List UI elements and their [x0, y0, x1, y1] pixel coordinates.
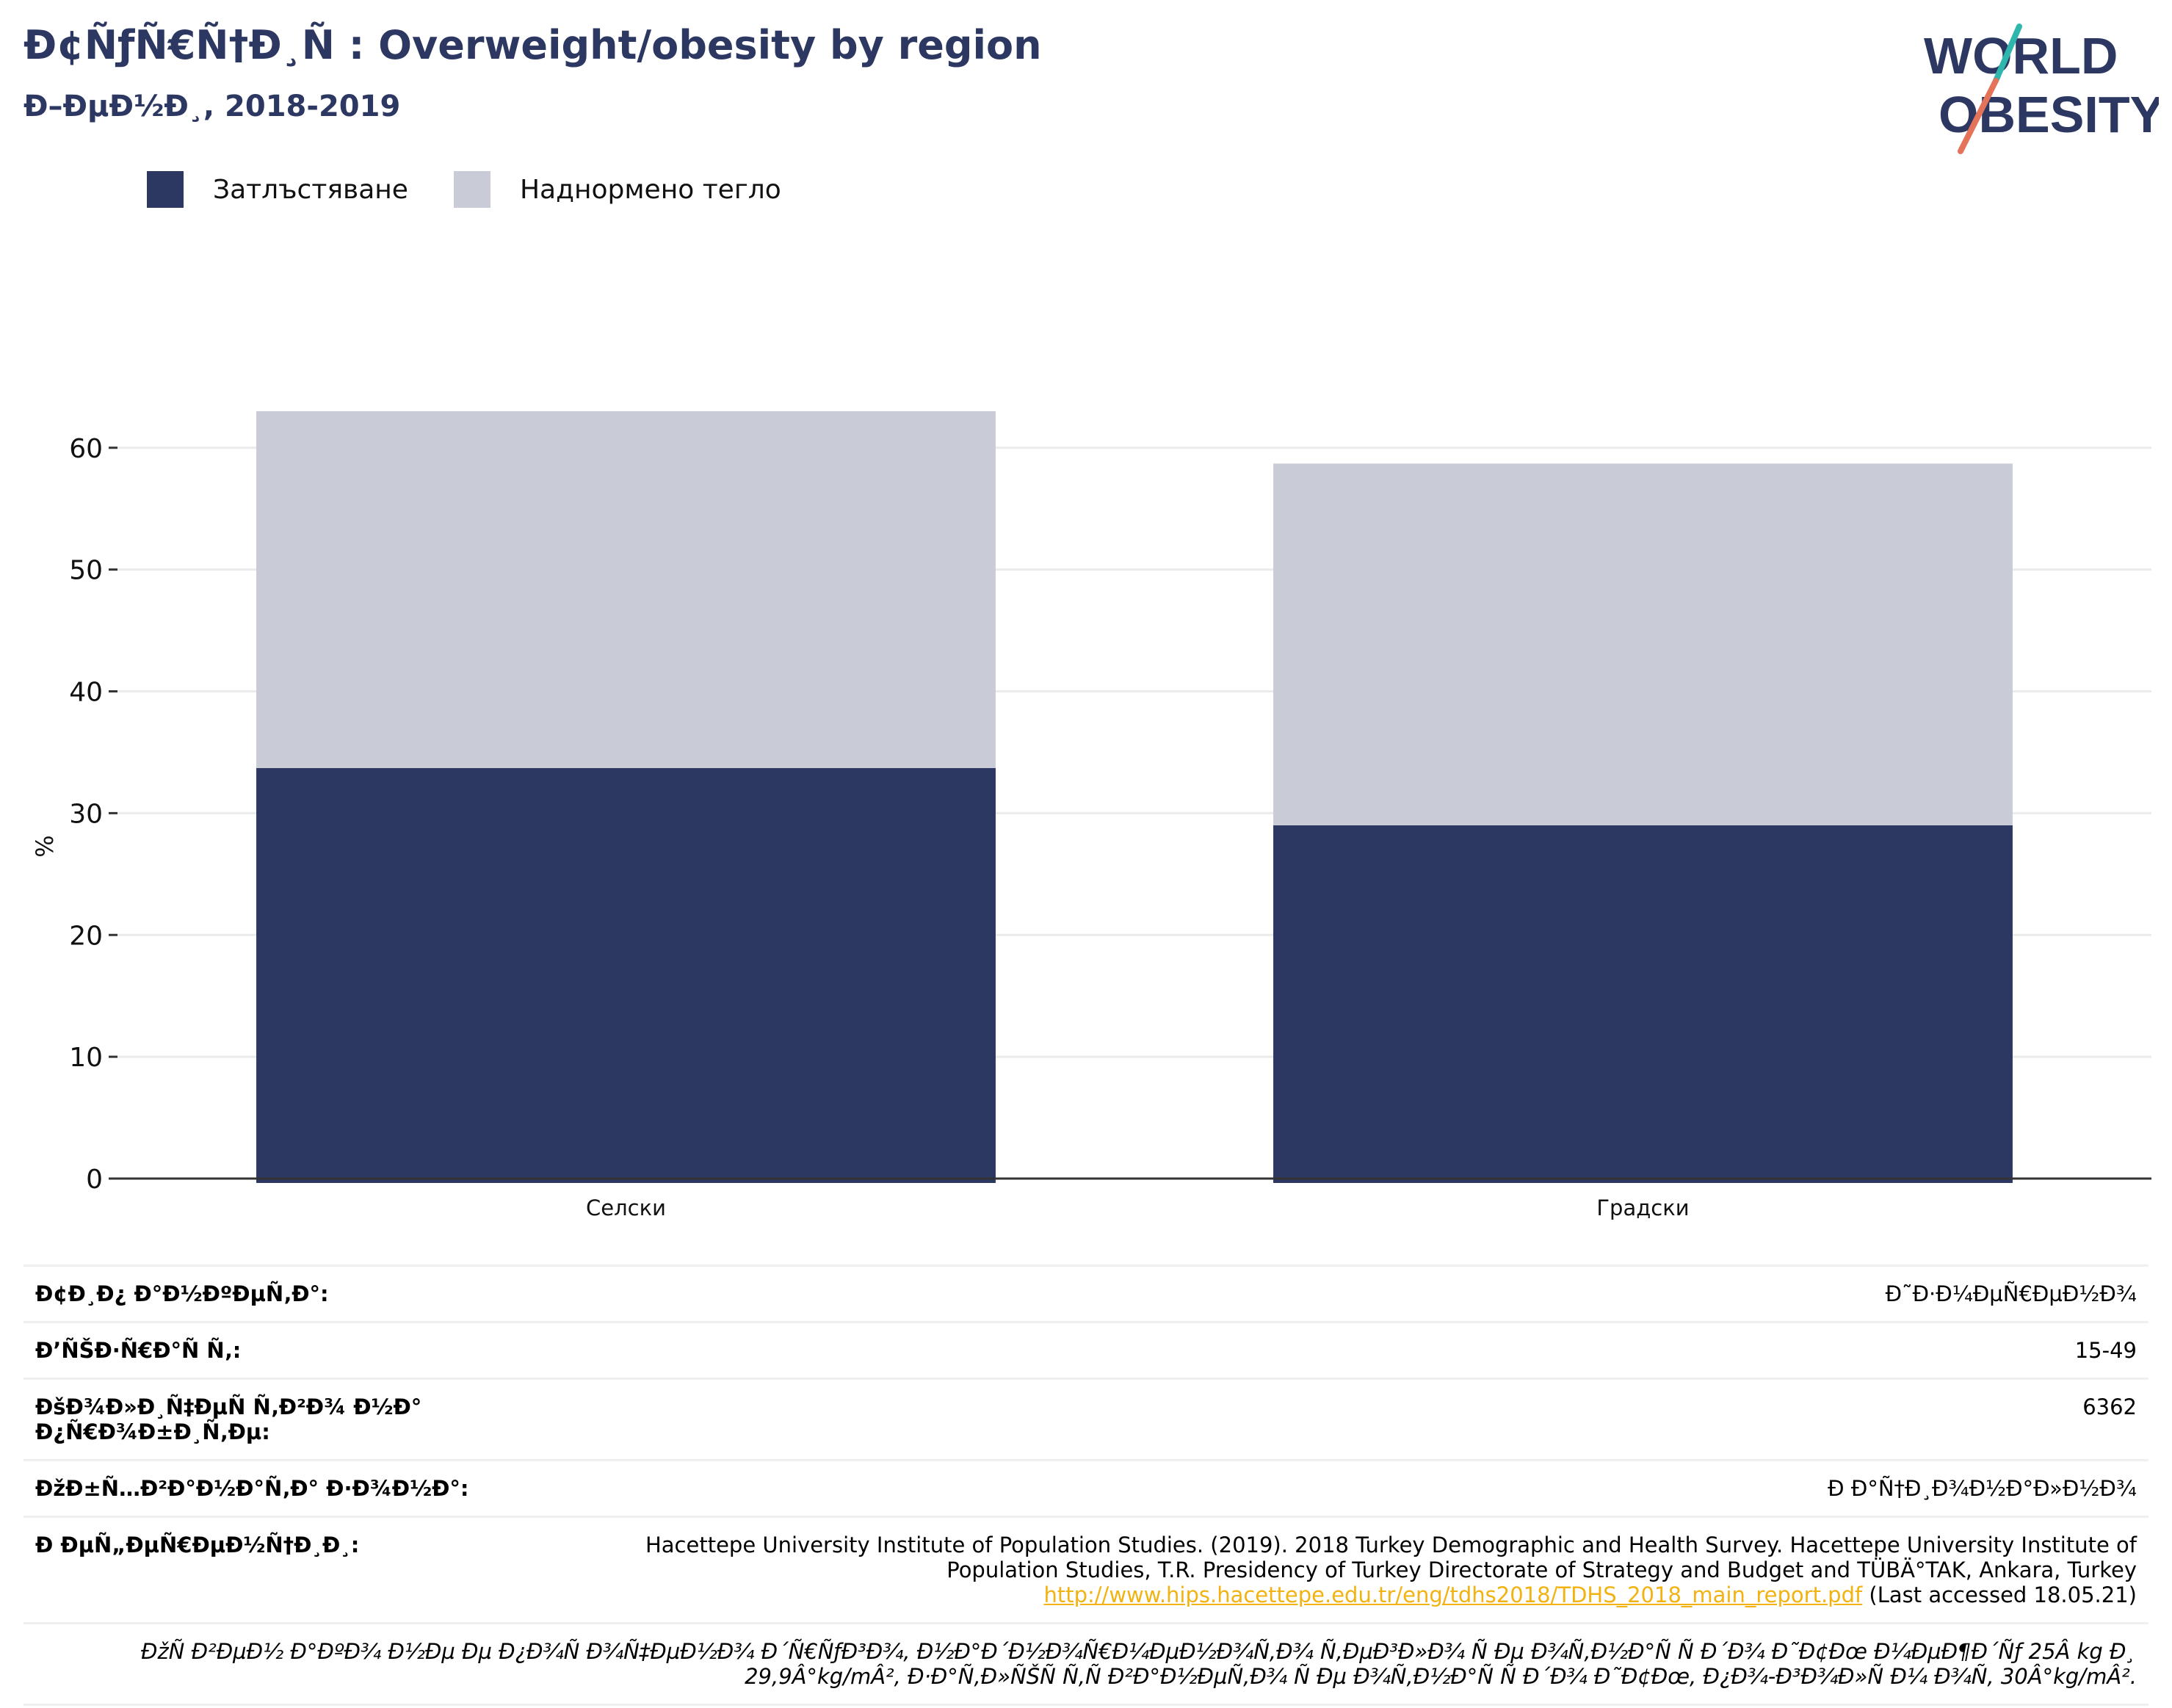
- y-tick-label: 50: [69, 556, 103, 586]
- world-obesity-logo: WORLD OBESITY: [1924, 23, 2159, 154]
- info-value: Hacettepe University Institute of Popula…: [551, 1533, 2137, 1607]
- info-value: Ð Ð°Ñ†Ð¸Ð¾Ð½Ð°Ð»Ð½Ð¾: [1828, 1476, 2137, 1501]
- source-accessed: (Last accessed 18.05.21): [1869, 1582, 2137, 1607]
- definition-note: ÐžÑ Ð²ÐµÐ½ Ð°ÐºÐ¾ Ð½Ðµ Ðµ Ð¿Ð¾Ñ Ð¾Ñ‡ÐµÐ½…: [23, 1622, 2149, 1706]
- logo-line2: OBESITY: [1938, 86, 2159, 143]
- legend-label-obesity: Затлъстяване: [213, 174, 408, 205]
- source-citation: Hacettepe University Institute of Popula…: [645, 1533, 2137, 1582]
- chart-title: Ð¢ÑƒÑ€Ñ†Ð¸Ñ : Overweight/obesity by regi…: [23, 22, 1042, 68]
- y-tick-label: 0: [86, 1165, 103, 1195]
- info-row-references: Ð ÐµÑ„ÐµÑ€ÐµÐ½Ñ†Ð¸Ð¸: Hacettepe Universi…: [23, 1516, 2149, 1622]
- info-value: 6362: [2082, 1394, 2137, 1419]
- y-axis-label: %: [31, 835, 59, 857]
- info-row-survey-type: Ð¢Ð¸Ð¿ Ð°Ð½ÐºÐµÑ‚Ð°: Ð˜Ð·Ð¼ÐµÑ€ÐµÐ½Ð¾: [23, 1264, 2149, 1321]
- logo-line1: WORLD: [1924, 27, 2118, 84]
- legend-swatch-overweight: [453, 171, 490, 208]
- y-tick-label: 40: [69, 678, 103, 708]
- survey-info-table: Ð¢Ð¸Ð¿ Ð°Ð½ÐºÐµÑ‚Ð°: Ð˜Ð·Ð¼ÐµÑ€ÐµÐ½Ð¾ Ð’…: [23, 1264, 2149, 1706]
- y-tick-label: 20: [69, 921, 103, 951]
- source-link[interactable]: http://www.hips.hacettepe.edu.tr/eng/tdh…: [1043, 1582, 1863, 1607]
- x-tick-label: Селски: [586, 1195, 666, 1220]
- bar-overweight: [256, 411, 996, 769]
- info-value: Ð˜Ð·Ð¼ÐµÑ€ÐµÐ½Ð¾: [1885, 1281, 2137, 1306]
- legend-label-overweight: Наднормено тегло: [519, 174, 781, 205]
- info-row-sample-size: ÐšÐ¾Ð»Ð¸Ñ‡ÐµÑ Ñ‚Ð²Ð¾ Ð½Ð° Ð¿Ñ€Ð¾Ð±Ð¸Ñ‚Ðµ…: [23, 1378, 2149, 1459]
- info-key: ÐšÐ¾Ð»Ð¸Ñ‡ÐµÑ Ñ‚Ð²Ð¾ Ð½Ð° Ð¿Ñ€Ð¾Ð±Ð¸Ñ‚Ðµ…: [35, 1394, 422, 1444]
- bar-obesity: [1273, 825, 2013, 1183]
- y-tick-label: 10: [69, 1043, 103, 1073]
- stacked-bar-chart: 0 10 20 30 40 50 60% Селски Градски: [31, 411, 2151, 1220]
- x-tick-label: Градски: [1596, 1195, 1689, 1220]
- info-key: Ð¢Ð¸Ð¿ Ð°Ð½ÐºÐµÑ‚Ð°:: [35, 1281, 329, 1306]
- chart-subtitle: Ð–ÐµÐ½Ð¸, 2018-2019: [23, 90, 401, 123]
- info-row-coverage: ÐžÐ±Ñ…Ð²Ð°Ð½Ð°Ñ‚Ð° Ð·Ð¾Ð½Ð°: Ð Ð°Ñ†Ð¸Ð¾Ð…: [23, 1459, 2149, 1516]
- legend-swatch-obesity: [147, 171, 184, 208]
- info-key: Ð ÐµÑ„ÐµÑ€ÐµÐ½Ñ†Ð¸Ð¸:: [35, 1533, 360, 1557]
- bar-obesity: [256, 768, 996, 1183]
- y-tick-label: 30: [69, 799, 103, 829]
- y-tick-label: 60: [69, 434, 103, 464]
- info-key: Ð’ÑŠÐ·Ñ€Ð°Ñ Ñ‚:: [35, 1338, 242, 1363]
- info-row-age: Ð’ÑŠÐ·Ñ€Ð°Ñ Ñ‚: 15-49: [23, 1321, 2149, 1378]
- info-value: 15-49: [2074, 1338, 2137, 1363]
- bar-overweight: [1273, 463, 2013, 825]
- info-key: ÐžÐ±Ñ…Ð²Ð°Ð½Ð°Ñ‚Ð° Ð·Ð¾Ð½Ð°:: [35, 1476, 469, 1501]
- chart-legend: Затлъстяване Наднормено тегло: [147, 170, 797, 209]
